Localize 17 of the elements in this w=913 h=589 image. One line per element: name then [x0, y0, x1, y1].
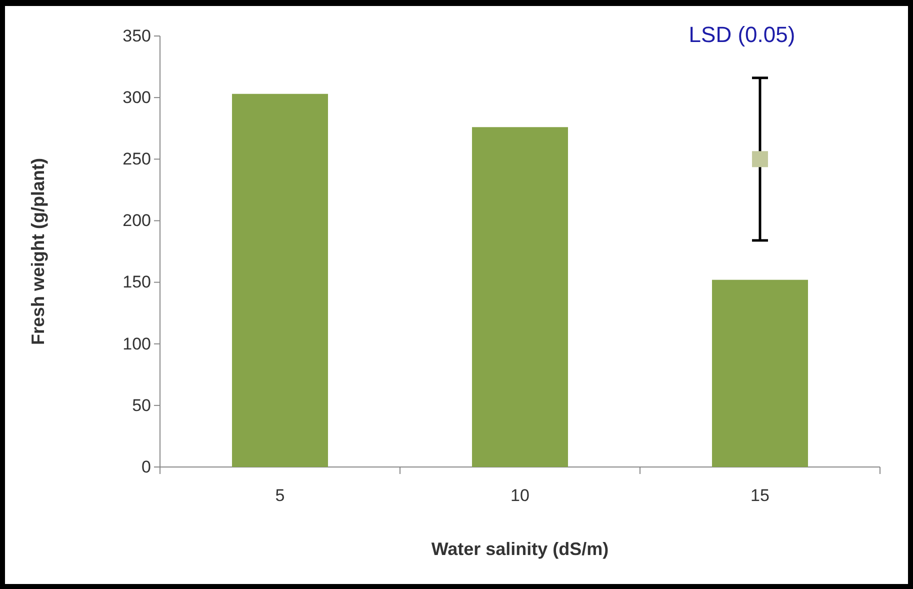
y-tick-label: 350	[122, 26, 151, 46]
x-tick-label: 15	[750, 486, 770, 506]
y-tick-label: 300	[122, 88, 151, 108]
x-tick-label: 10	[510, 486, 530, 506]
x-axis-title: Water salinity (dS/m)	[431, 539, 609, 559]
bar	[472, 127, 568, 467]
y-tick-label: 200	[122, 211, 151, 230]
annotation: LSD (0.05)	[688, 22, 796, 47]
y-tick-label: 150	[122, 272, 151, 292]
y-tick-label: 0	[142, 457, 151, 476]
y-tick-label: 50	[132, 396, 151, 415]
y-tick-label: 250	[122, 150, 151, 169]
bar	[232, 94, 328, 467]
x-tick-label: 5	[275, 486, 285, 506]
y-tick-label: 100	[122, 334, 151, 354]
bar	[712, 280, 808, 467]
y-axis-title: Fresh weight (g/plant)	[28, 158, 48, 345]
